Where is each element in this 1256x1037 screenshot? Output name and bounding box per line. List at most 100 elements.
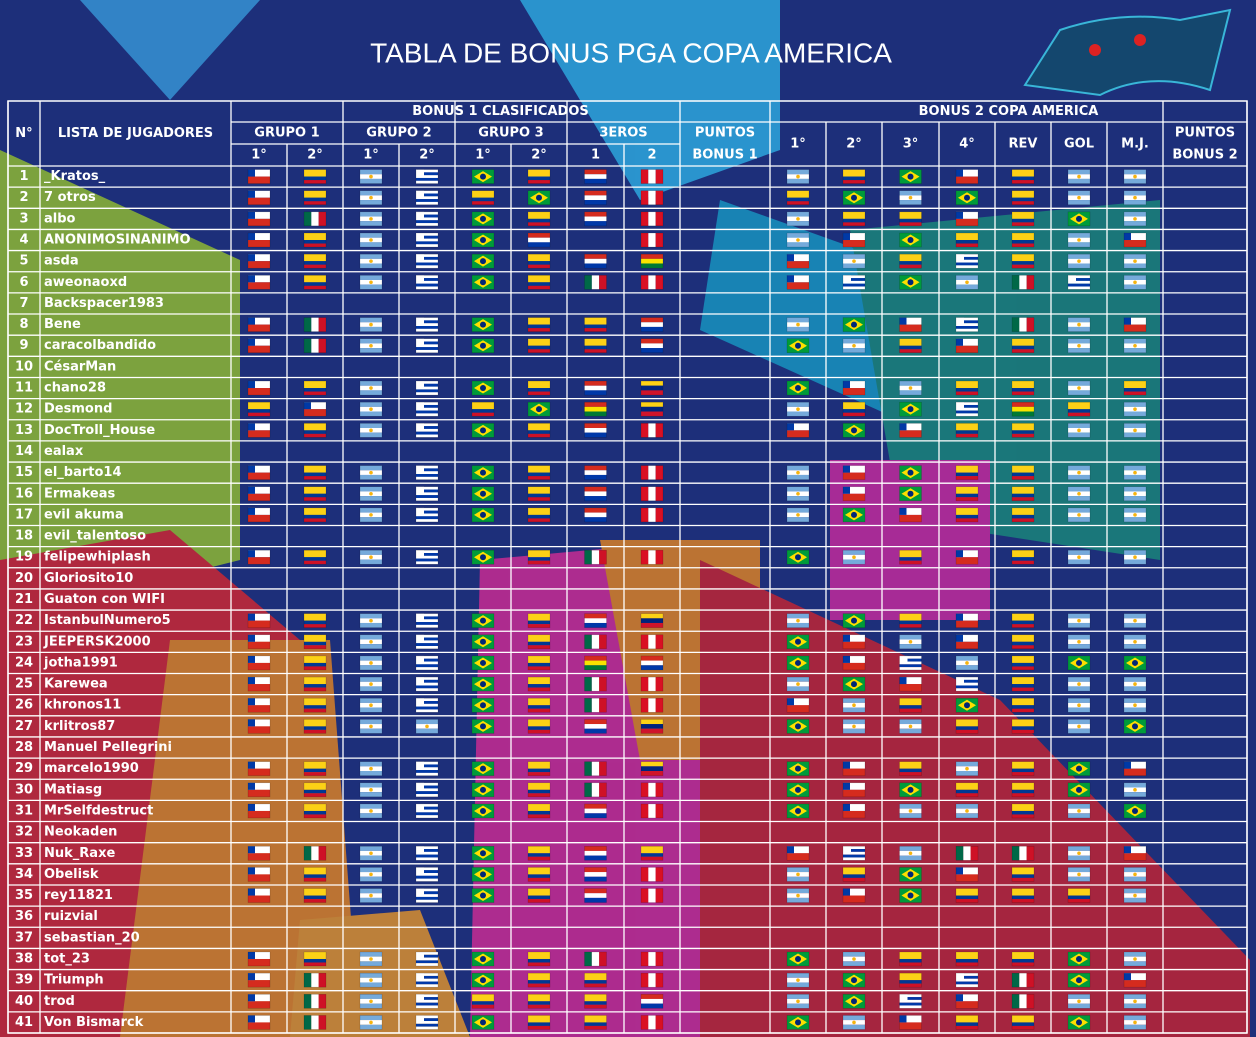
flag-border	[899, 211, 922, 227]
flag-part	[416, 278, 438, 281]
flag-part	[416, 389, 438, 393]
flag	[471, 211, 495, 227]
flag-part	[843, 761, 850, 769]
flag	[1123, 613, 1147, 628]
flag-border	[527, 1015, 551, 1030]
flag	[303, 1015, 327, 1030]
flag-border	[584, 613, 607, 628]
flag-part	[304, 613, 326, 621]
flag-border	[584, 507, 607, 523]
row-number: 10	[15, 359, 33, 374]
flag-part	[956, 493, 978, 498]
flag-part	[1012, 261, 1034, 265]
flag-part	[304, 793, 326, 797]
flag-part	[787, 846, 794, 854]
flag-part	[907, 892, 914, 899]
flag-part	[1012, 201, 1034, 205]
flag-border	[1011, 655, 1035, 671]
flag-part	[907, 173, 914, 180]
flag-part	[360, 846, 382, 851]
flag	[899, 761, 922, 776]
flag-part	[843, 550, 865, 555]
flag-part	[599, 677, 607, 692]
flag	[1011, 317, 1035, 332]
flag-part	[528, 973, 550, 981]
flag	[527, 486, 551, 502]
flag-part	[472, 409, 494, 413]
header: 4°	[959, 137, 975, 152]
flag-part	[304, 867, 326, 875]
flag	[584, 169, 607, 184]
flag-part	[956, 984, 978, 988]
flag-part	[416, 233, 424, 241]
flag-border	[584, 1015, 607, 1030]
flag-border	[1067, 782, 1091, 798]
flag-part	[248, 190, 255, 198]
flag-part	[641, 618, 663, 623]
flag-part	[843, 803, 865, 811]
flag-border	[415, 888, 439, 903]
flag	[955, 951, 979, 967]
flag-border	[1011, 253, 1035, 269]
flag-part	[965, 766, 969, 771]
flag-part	[787, 282, 809, 290]
flag-part	[956, 211, 978, 219]
flag-border	[842, 994, 866, 1009]
flag-part	[787, 973, 809, 978]
flag-part	[787, 197, 809, 202]
flag-part	[843, 348, 865, 353]
flag-border	[640, 275, 664, 290]
flag-part	[369, 618, 373, 623]
flag	[640, 169, 664, 184]
flag	[1123, 507, 1147, 523]
flag-part	[1012, 388, 1034, 392]
flag-part	[304, 1015, 312, 1030]
flag-part	[416, 677, 438, 680]
flag	[786, 253, 810, 269]
flag	[842, 380, 866, 396]
flag-part	[1077, 174, 1081, 179]
flag-part	[584, 423, 607, 428]
flag-part	[1133, 174, 1137, 179]
flag-part	[416, 963, 438, 966]
flag-part	[360, 465, 382, 471]
flag-part	[304, 662, 326, 667]
flag-part	[956, 613, 978, 621]
flag-part	[528, 803, 550, 811]
flag-part	[248, 486, 270, 494]
flag-part	[843, 486, 865, 494]
flag-border	[471, 190, 495, 205]
flag	[1011, 1015, 1035, 1030]
flag-part	[899, 951, 922, 959]
flag-border	[471, 634, 495, 650]
flag-part	[360, 634, 382, 640]
flag	[1011, 972, 1035, 988]
flag-part	[851, 427, 857, 434]
flag-part	[899, 349, 922, 353]
flag-part	[304, 381, 326, 389]
flag	[303, 634, 327, 650]
flag-part	[416, 706, 438, 710]
flag	[1123, 169, 1147, 184]
flag-part	[1133, 1020, 1137, 1025]
flag-border	[303, 169, 327, 184]
flag-border	[1067, 634, 1091, 650]
flag-part	[899, 324, 922, 332]
flag-part	[416, 513, 438, 517]
flag-part	[360, 1003, 382, 1009]
flag	[640, 994, 664, 1009]
flag-part	[416, 407, 438, 411]
flag-part	[956, 782, 978, 790]
flag-border	[640, 972, 664, 988]
flag-part	[528, 180, 550, 184]
flag-border	[303, 613, 327, 628]
flag	[527, 232, 551, 248]
flag-part	[318, 973, 326, 988]
flag-part	[248, 317, 255, 325]
flag-part	[1012, 254, 1034, 262]
flag-part	[528, 789, 550, 794]
flag-border	[842, 972, 866, 988]
flag-part	[248, 388, 270, 396]
flag-part	[304, 810, 326, 815]
header: REV	[1009, 137, 1038, 152]
